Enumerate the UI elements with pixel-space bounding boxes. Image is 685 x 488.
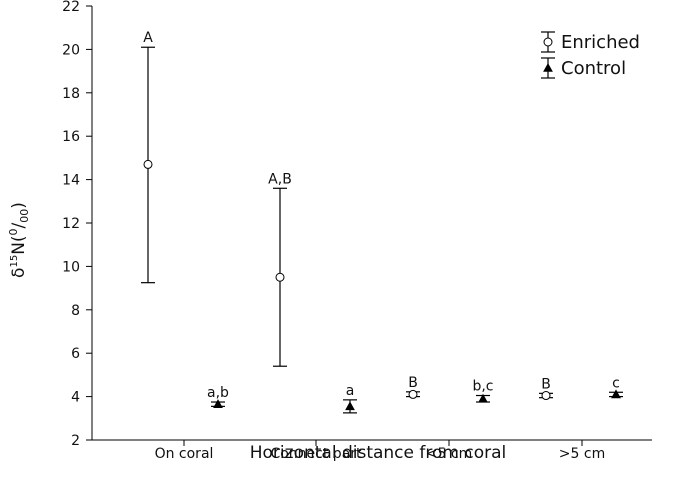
x-tick-label: On coral bbox=[155, 446, 214, 462]
y-tick-label: 16 bbox=[62, 129, 80, 145]
significance-label: a,b bbox=[207, 385, 229, 401]
data-point-enriched: A bbox=[141, 30, 155, 284]
data-point-control: a bbox=[343, 383, 357, 414]
x-categories: On coral Connect part <5 cm >5 cm bbox=[155, 440, 605, 462]
significance-label: b,c bbox=[472, 379, 493, 395]
marker-enriched bbox=[275, 272, 285, 282]
legend-item-control: Control bbox=[541, 57, 626, 79]
marker-enriched bbox=[541, 391, 551, 401]
x-tick-label: Connect part bbox=[270, 446, 362, 462]
y-tick-label: 20 bbox=[62, 42, 80, 58]
marker-control bbox=[478, 393, 488, 403]
marker-enriched bbox=[143, 159, 153, 169]
x-tick-label: >5 cm bbox=[559, 446, 605, 462]
data-marks: A A,B B Ba,b a b,c c bbox=[141, 30, 623, 414]
legend-marker-enriched bbox=[543, 37, 553, 47]
data-point-enriched: B bbox=[539, 376, 553, 401]
y-tick-label: 14 bbox=[62, 173, 80, 189]
y-tick-label: 12 bbox=[62, 216, 80, 232]
legend-label: Enriched bbox=[561, 32, 640, 53]
data-point-control: c bbox=[609, 375, 623, 399]
legend-marker-control bbox=[543, 62, 553, 72]
y-tick-label: 18 bbox=[62, 86, 80, 102]
x-tick-label: <5 cm bbox=[426, 446, 472, 462]
significance-label: B bbox=[541, 376, 551, 392]
marker-control bbox=[611, 389, 621, 399]
marker-control bbox=[213, 399, 223, 408]
marker-enriched bbox=[408, 389, 418, 399]
significance-label: c bbox=[612, 375, 620, 391]
y-tick-label: 6 bbox=[71, 346, 80, 362]
legend-label: Control bbox=[561, 58, 626, 79]
data-point-enriched: B bbox=[406, 375, 420, 399]
y-tick-label: 8 bbox=[71, 303, 80, 319]
significance-label: A bbox=[143, 30, 153, 46]
y-tick-label: 2 bbox=[71, 433, 80, 449]
y-tick-label: 22 bbox=[62, 0, 80, 15]
significance-label: A,B bbox=[268, 171, 292, 187]
y-ticks: 2 4 6 8 10 12 14 16 18 20 22 bbox=[62, 0, 92, 449]
marker-control bbox=[345, 401, 355, 411]
data-point-control: b,c bbox=[472, 379, 494, 403]
significance-label: a bbox=[346, 383, 355, 399]
y-tick-label: 4 bbox=[71, 390, 80, 406]
data-point-control: a,b bbox=[207, 385, 229, 408]
legend-item-enriched: Enriched bbox=[541, 31, 640, 53]
y-axis-title: δ15N(0/00) bbox=[7, 202, 31, 278]
y-tick-label: 10 bbox=[62, 259, 80, 275]
x-axis-title: Horizontal distance from coral bbox=[250, 443, 507, 463]
data-point-enriched: A,B bbox=[268, 171, 292, 367]
significance-label: B bbox=[408, 375, 418, 391]
legend: Enriched Control bbox=[541, 31, 640, 79]
